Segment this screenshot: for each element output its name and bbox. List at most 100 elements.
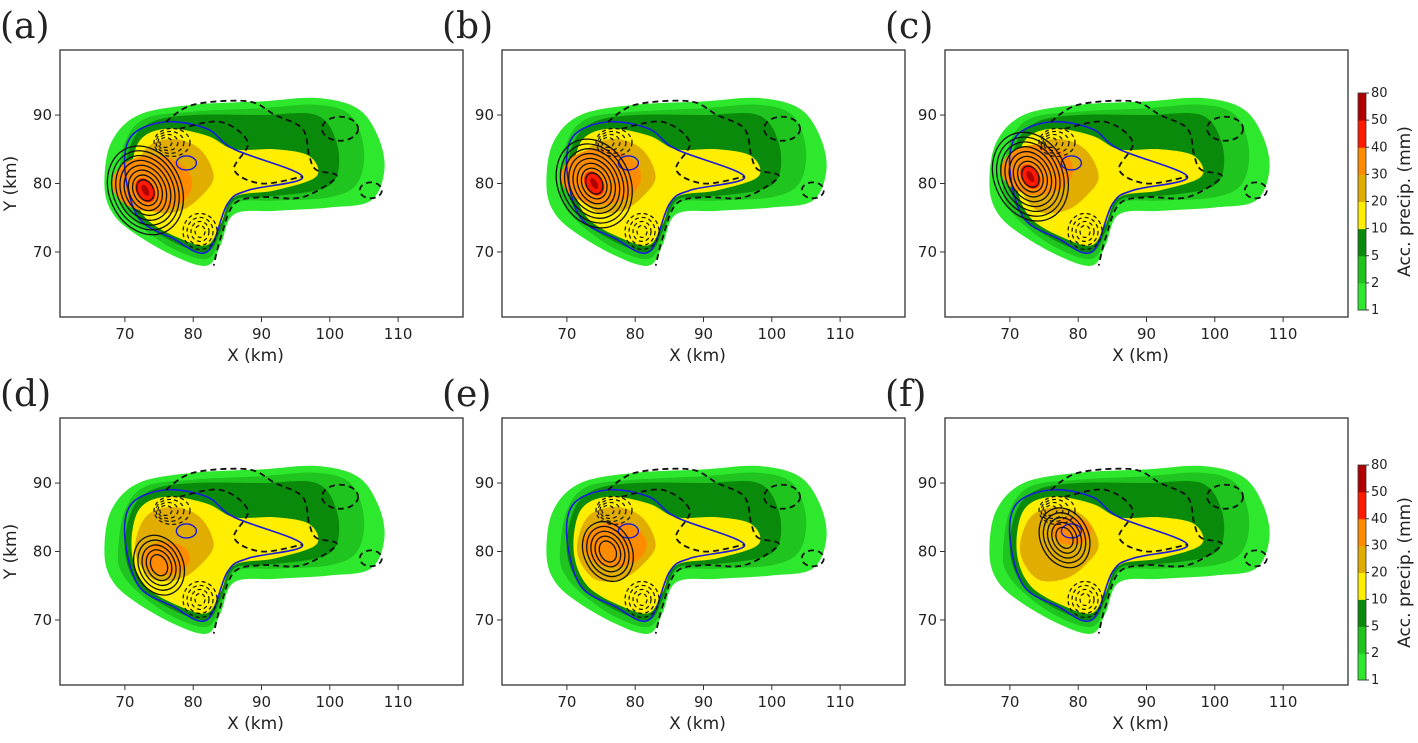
x-tick-label: 110	[826, 325, 855, 343]
y-tick-label: 70	[33, 611, 52, 629]
solid-contour	[145, 549, 173, 582]
y-tick-label: 90	[918, 474, 937, 492]
dashed-contour	[1044, 136, 1058, 149]
y-tick-label: 90	[33, 106, 52, 124]
colorbar-segment	[1358, 228, 1366, 257]
x-tick-label: 90	[252, 325, 271, 343]
dashed-contour	[1206, 483, 1244, 510]
panel-a: (a) 70 80 90 100 110 70 80 90 X (km) Y (km)	[0, 6, 464, 366]
dashed-contour	[1050, 467, 1223, 634]
dashed-contour	[632, 220, 652, 243]
colorbar-tick-label: 50	[1371, 113, 1388, 128]
x-tick-label: 100	[1200, 693, 1229, 711]
x-tick-label: 100	[757, 693, 786, 711]
dashed-contour	[1067, 212, 1103, 251]
panel-c: (c) 70 80 90 100 110 70 80 90 X (km)	[885, 6, 1349, 366]
colorbar-tick-label: 40	[1371, 140, 1388, 155]
y-tick-label: 80	[33, 543, 52, 561]
solid-contour	[584, 172, 604, 195]
solid-contour	[1055, 526, 1074, 549]
precip-region-30mm	[582, 522, 647, 568]
precip-region-50mm	[141, 184, 150, 196]
y-tick-label: 80	[475, 175, 494, 193]
panel-letter: (e)	[442, 374, 491, 415]
x-axis-label: X (km)	[1112, 714, 1169, 734]
solid-contour	[586, 525, 630, 578]
dashed-contour	[1042, 501, 1064, 520]
x-tick-label: 100	[315, 325, 344, 343]
solid-contour	[590, 530, 626, 573]
y-tick-label: 80	[33, 175, 52, 193]
colorbar-segment	[1358, 465, 1366, 493]
colorbar-tick-label: 30	[1371, 539, 1388, 554]
dashed-contour	[155, 130, 185, 155]
dashed-contour	[1038, 127, 1076, 158]
dashed-contour	[165, 99, 338, 266]
colorbar-segment	[1358, 572, 1366, 600]
x-tick-label: 110	[384, 693, 413, 711]
x-tick-label: 80	[184, 325, 203, 343]
dashed-contour	[1040, 130, 1070, 155]
blue-contour	[565, 488, 746, 623]
y-tick-label: 90	[475, 106, 494, 124]
dashed-contour	[1042, 133, 1064, 152]
colorbar-label: Acc. precip. (mm)	[1395, 497, 1415, 648]
dashed-contour	[607, 467, 780, 634]
panel-f: (f) 70 80 90 100 110 70 80 90 X (km)	[885, 374, 1349, 734]
colorbar-label: Acc. precip. (mm)	[1395, 126, 1415, 277]
solid-contour	[991, 131, 1070, 222]
dashed-contour	[186, 584, 214, 615]
x-tick-label: 100	[757, 325, 786, 343]
dashed-contour	[601, 504, 615, 517]
solid-contour	[106, 145, 185, 236]
blue-contour	[1008, 488, 1189, 623]
solid-contour	[127, 169, 164, 212]
panel-letter: (c)	[885, 6, 933, 47]
x-tick-label: 90	[694, 325, 713, 343]
y-tick-label: 90	[33, 474, 52, 492]
dashed-contour	[621, 488, 745, 553]
precip-region-30mm	[112, 155, 193, 212]
dashed-contour	[194, 224, 206, 239]
solid-contour	[576, 162, 612, 205]
dashed-contour	[1075, 220, 1095, 243]
colorbar-segment	[1358, 255, 1366, 284]
colorbar-segment	[1358, 147, 1366, 175]
x-tick-label: 70	[115, 693, 134, 711]
dashed-contour	[159, 504, 173, 517]
blue-contour	[617, 155, 640, 171]
solid-contour	[1012, 155, 1049, 198]
y-tick-label: 90	[918, 106, 937, 124]
x-tick-label: 70	[115, 325, 134, 343]
solid-contour	[555, 138, 633, 229]
dashed-contour	[1206, 115, 1244, 142]
solid-contour	[598, 540, 618, 563]
dashed-contour	[597, 498, 627, 523]
solid-contour	[1008, 150, 1053, 203]
y-tick-label: 70	[475, 611, 494, 629]
solid-contour	[115, 154, 176, 226]
colorbar-segment	[1358, 653, 1366, 681]
dashed-contour	[624, 212, 660, 251]
dashed-contour	[155, 498, 185, 523]
colorbar-tick-label: 80	[1371, 86, 1388, 101]
colorbar-1: 1 2 5 10 20 30 40 50 80 Acc. precip. (mm)	[1357, 86, 1415, 318]
dashed-contour	[800, 549, 825, 568]
solid-contour	[110, 150, 180, 231]
dashed-contour	[607, 99, 780, 266]
dashed-contour	[1064, 120, 1188, 185]
solid-contour	[568, 152, 621, 215]
x-tick-label: 80	[626, 693, 645, 711]
x-axis-label: X (km)	[227, 714, 284, 734]
colorbar-segment	[1358, 201, 1366, 230]
x-tick-label: 90	[1137, 325, 1156, 343]
dashed-contour	[1064, 488, 1188, 553]
colorbar-tick-label: 1	[1371, 303, 1379, 318]
dashed-contour	[157, 133, 179, 152]
x-tick-label: 80	[626, 325, 645, 343]
dashed-contour	[624, 580, 660, 619]
x-axis-label: X (km)	[669, 714, 726, 734]
dashed-contour	[358, 181, 383, 200]
dashed-contour	[321, 483, 359, 510]
dashed-contour	[599, 501, 621, 520]
